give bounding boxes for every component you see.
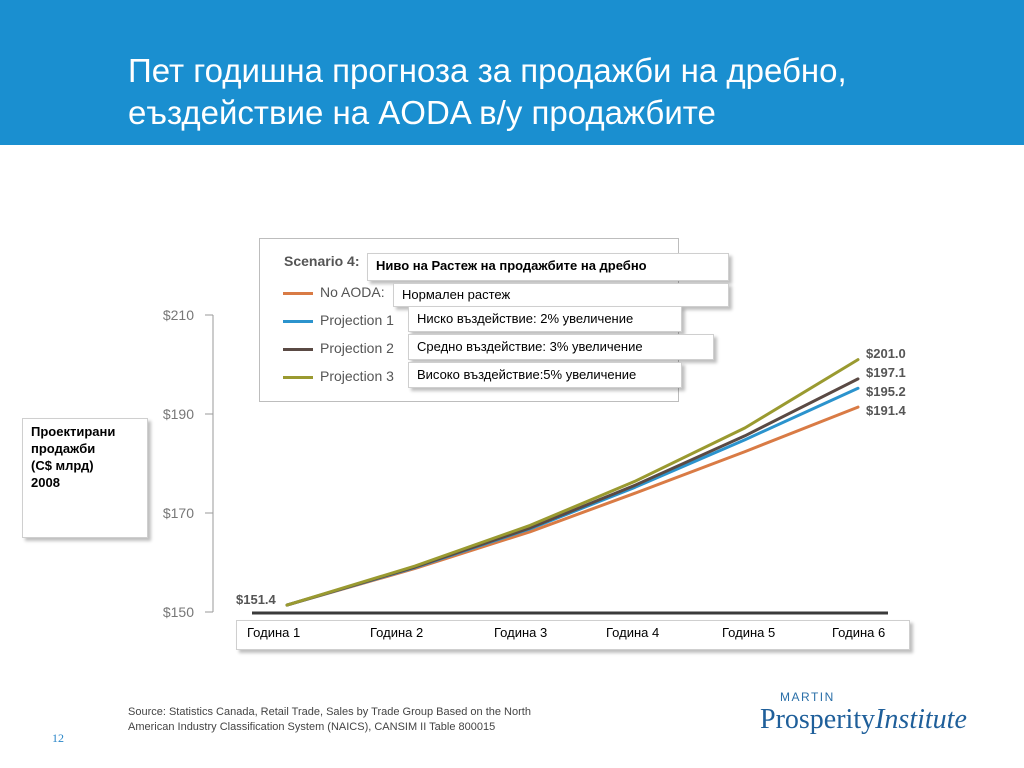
legend-swatch bbox=[283, 292, 313, 295]
legend-title: Scenario 4: bbox=[284, 253, 360, 269]
logo-prosperity: Prosperity bbox=[760, 704, 876, 735]
slide-title: Пет годишна прогноза за продажби на дреб… bbox=[128, 50, 988, 134]
logo-institute: Institute bbox=[875, 704, 967, 735]
x-tick-label: Година 3 bbox=[494, 625, 548, 640]
legend-swatch bbox=[283, 376, 313, 379]
logo-top-text: MARTIN bbox=[780, 690, 835, 704]
legend-overlay-entry: Ниско въздействие: 2% увеличение bbox=[408, 306, 682, 332]
legend-swatch bbox=[283, 320, 313, 323]
legend-entry: Projection 3 bbox=[320, 368, 394, 384]
y-label-line-2: продажби bbox=[31, 441, 96, 456]
y-label-line-3: (C$ млрд) bbox=[31, 458, 94, 473]
source-line-1: Source: Statistics Canada, Retail Trade,… bbox=[128, 706, 531, 718]
legend-entry: No AODA: bbox=[320, 284, 385, 300]
title-line-1: Пет годишна прогноза за продажби на дреб… bbox=[128, 52, 847, 89]
source-line-2: American Industry Classification System … bbox=[128, 721, 496, 733]
legend-entry: Projection 2 bbox=[320, 340, 394, 356]
end-value-label: $201.0 bbox=[866, 346, 906, 361]
y-tick-label: $170 bbox=[163, 505, 194, 521]
title-banner bbox=[0, 0, 1024, 145]
y-axis-label-box: Проектирани продажби (C$ млрд) 2008 bbox=[22, 418, 148, 538]
y-tick-label: $210 bbox=[163, 307, 194, 323]
end-value-label: $191.4 bbox=[866, 403, 907, 418]
x-tick-label: Година 1 bbox=[247, 625, 301, 640]
legend-overlay-title: Ниво на Растеж на продажбите на дребно bbox=[367, 253, 729, 281]
y-label-line-4: 2008 bbox=[31, 475, 60, 490]
y-tick-label: $190 bbox=[163, 406, 194, 422]
legend-overlay-entry: Високо въздействие:5% увеличение bbox=[408, 362, 682, 388]
x-tick-label: Година 4 bbox=[606, 625, 660, 640]
end-value-label: $197.1 bbox=[866, 365, 906, 380]
title-line-2: еъздействие на AODA в/у продажбите bbox=[128, 94, 716, 131]
y-label-line-1: Проектирани bbox=[31, 424, 116, 439]
logo-main-text: ProsperityInstitute bbox=[760, 704, 967, 736]
end-value-label: $195.2 bbox=[866, 384, 906, 399]
x-tick-label: Година 6 bbox=[832, 625, 886, 640]
legend-entry: Projection 1 bbox=[320, 312, 394, 328]
x-tick-label: Година 5 bbox=[722, 625, 776, 640]
y-tick-label: $150 bbox=[163, 604, 194, 620]
legend-overlay-entry: Средно въздействие: 3% увеличение bbox=[408, 334, 714, 360]
start-value-label: $151.4 bbox=[236, 592, 277, 607]
x-axis-label-bar bbox=[236, 620, 910, 650]
x-tick-label: Година 2 bbox=[370, 625, 424, 640]
source-note: Source: Statistics Canada, Retail Trade,… bbox=[128, 705, 568, 735]
martin-prosperity-logo: MARTIN ProsperityInstitute bbox=[760, 690, 990, 750]
legend-overlay-entry: Нормален растеж bbox=[393, 283, 729, 307]
legend-swatch bbox=[283, 348, 313, 351]
series-line bbox=[285, 358, 860, 607]
page-number: 12 bbox=[52, 731, 64, 745]
